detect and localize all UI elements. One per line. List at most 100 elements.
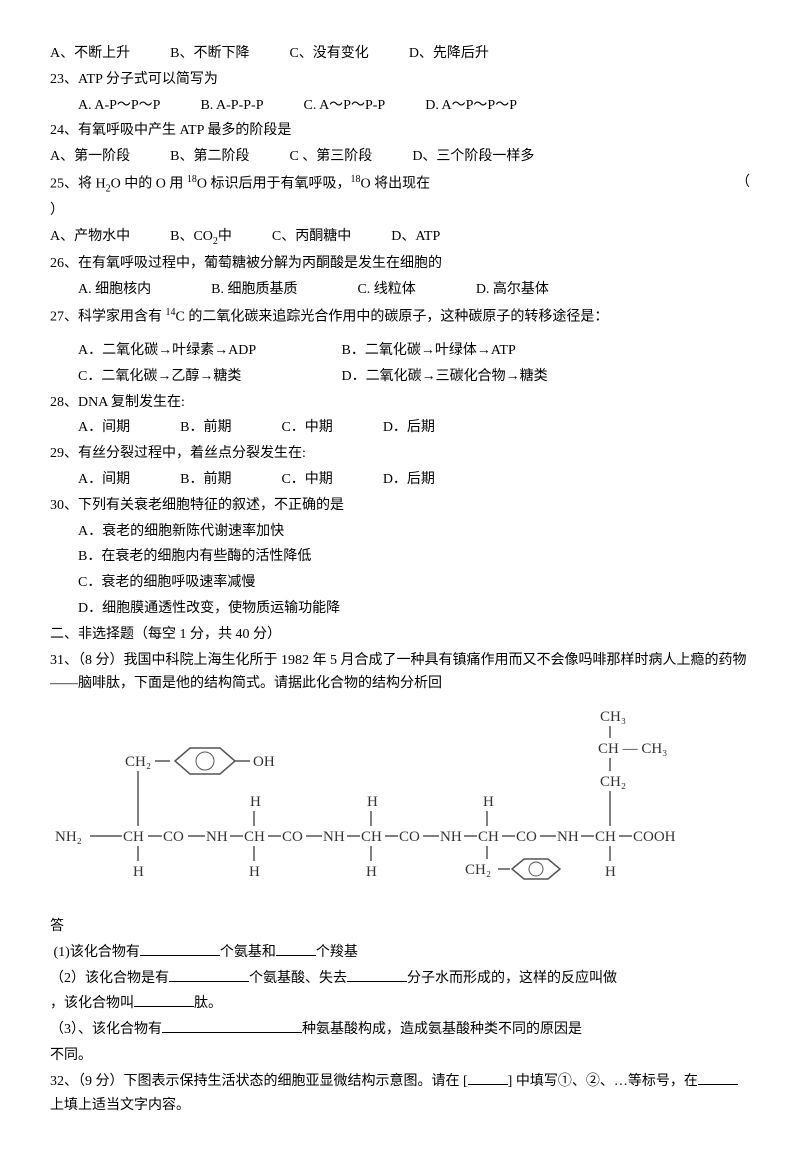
q25-mid2: O 标识后用于有氧呼吸，	[197, 177, 351, 192]
q28-stem: 28、DNA 复制发生在:	[50, 391, 750, 415]
blank-2a[interactable]	[169, 967, 249, 982]
q25-opt-c: C、丙酮糖中	[272, 225, 351, 250]
q32-post: 上填上适当文字内容。	[50, 1098, 190, 1113]
q31-answer-label: 答	[50, 915, 750, 939]
chem-oh: OH	[253, 754, 275, 770]
q29-stem: 29、有丝分裂过程中，着丝点分裂发生在:	[50, 442, 750, 466]
blank-1a[interactable]	[140, 941, 220, 956]
chem-cooh: COOH	[633, 829, 676, 845]
q29-options: A．间期 B．前期 C．中期 D．后期	[50, 468, 750, 492]
q32-pre: 32、（9 分）下图表示保持生活状态的细胞亚显微结构示意图。请在 [	[50, 1074, 468, 1089]
q32-mid: ] 中填写①、②、…等标号，在	[508, 1074, 698, 1089]
q22-opt-c: C、没有变化	[289, 42, 368, 66]
chem-h-lower3: H	[366, 864, 377, 880]
blank-32a[interactable]	[468, 1070, 508, 1085]
q28-opt-d: D．后期	[383, 416, 435, 440]
q26-opt-a: A. 细胞核内	[78, 278, 151, 302]
chem-h1: H	[250, 794, 261, 810]
q27-sup-14: 14	[166, 307, 176, 318]
q27-stem: 27、科学家用含有 14C 的二氧化碳来追踪光合作用中的碳原子，这种碳原子的转移…	[50, 304, 750, 329]
q32-stem: 32、（9 分）下图表示保持生活状态的细胞亚显微结构示意图。请在 [ ] 中填写①…	[50, 1070, 750, 1118]
q24-stem: 24、有氧呼吸中产生 ATP 最多的阶段是	[50, 119, 750, 143]
q31-sub2-line2: ，该化合物叫肽。	[50, 992, 750, 1016]
q25-stem-text: 25、将 H2O 中的 O 用 18O 标识后用于有氧呼吸，18O 将出现在	[50, 171, 430, 197]
q27-row2: C．二氧化碳→乙醇→糖类 D．二氧化碳→三碳化合物→糖类	[50, 365, 750, 389]
blank-2b[interactable]	[347, 967, 407, 982]
chem-ch3-top: CH₃	[600, 709, 626, 725]
chem-ch-1: CH	[123, 829, 144, 845]
chem-nh-1: NH	[206, 829, 228, 845]
q22-opt-d: D、先降后升	[409, 42, 489, 66]
q30-opt-c: C．衰老的细胞呼吸速率减慢	[50, 571, 750, 595]
chem-nh-4: NH	[557, 829, 579, 845]
q25-paren-close: ）	[50, 199, 750, 223]
q27-row1: A．二氧化碳→叶绿素→ADP B．二氧化碳→叶绿体→ATP	[50, 339, 750, 363]
chem-h-lower2: H	[249, 864, 260, 880]
q26-stem: 26、在有氧呼吸过程中，葡萄糖被分解为丙酮酸是发生在细胞的	[50, 252, 750, 276]
q31-s2-post: 分子水而形成的，这样的反应叫做	[407, 971, 617, 986]
q31-sub2: （2）该化合物是有个氨基酸、失去分子水而形成的，这样的反应叫做	[50, 967, 750, 991]
blank-32b[interactable]	[698, 1070, 738, 1085]
chemical-structure-diagram: CH₃ CH — CH₃ CH₂ CH₂ OH H H H NH₂ CH CO …	[50, 706, 750, 905]
q27-pre: 27、科学家用含有	[50, 309, 166, 324]
chem-ch-mid: CH — CH₃	[598, 741, 667, 757]
q23-stem: 23、ATP 分子式可以简写为	[50, 68, 750, 92]
chem-co-1: CO	[163, 829, 184, 845]
q29-opt-b: B．前期	[180, 468, 231, 492]
q31-stem: 31、（8 分）我国中科院上海生化所于 1982 年 5 月合成了一种具有镇痛作…	[50, 649, 750, 697]
q25-opt-b: B、CO2中	[170, 225, 232, 250]
q25-paren-open: （	[736, 171, 750, 197]
q24-opt-b: B、第二阶段	[170, 145, 249, 169]
chem-ch2-a: CH₂	[125, 754, 151, 770]
q24-opt-d: D、三个阶段一样多	[412, 145, 534, 169]
chem-ch2-b: CH₂	[465, 862, 491, 878]
section2-header: 二、非选择题（每空 1 分，共 40 分）	[50, 623, 750, 647]
q22-options: A、不断上升 B、不断下降 C、没有变化 D、先降后升	[50, 42, 750, 66]
q31-sub3: （3）、该化合物有种氨基酸构成，造成氨基酸种类不同的原因是	[50, 1018, 750, 1042]
q22-opt-b: B、不断下降	[170, 42, 249, 66]
blank-3a[interactable]	[162, 1018, 302, 1033]
chem-ch-5: CH	[595, 829, 616, 845]
q31-sub3-line2: 不同。	[50, 1044, 750, 1068]
q25-pre: 25、将 H	[50, 177, 106, 192]
q25-opt-d: D、ATP	[391, 225, 440, 250]
q27-opt-a: A．二氧化碳→叶绿素→ADP	[78, 339, 338, 363]
q25-b-pre: B、CO	[170, 229, 213, 244]
q23-opt-d: D. A～P～P～P	[425, 94, 517, 118]
q25-opt-a: A、产物水中	[50, 225, 130, 250]
q25-sup-18b: 18	[350, 174, 360, 185]
chem-h-lower5: H	[605, 864, 616, 880]
q29-opt-d: D．后期	[383, 468, 435, 492]
chem-co-2: CO	[282, 829, 303, 845]
q23-opt-b: B. A-P-P-P	[200, 94, 263, 118]
q25-b-post: 中	[218, 229, 232, 244]
q28-opt-c: C．中期	[281, 416, 332, 440]
chem-nh2: NH₂	[55, 829, 82, 845]
chem-ch-4: CH	[478, 829, 499, 845]
q25-stem: 25、将 H2O 中的 O 用 18O 标识后用于有氧呼吸，18O 将出现在 （	[50, 171, 750, 197]
q25-sup-18a: 18	[187, 174, 197, 185]
q31-s2l2-pre: ，该化合物叫	[50, 996, 134, 1011]
q28-opt-b: B．前期	[180, 416, 231, 440]
q28-opt-a: A．间期	[78, 416, 130, 440]
q27-post: C 的二氧化碳来追踪光合作用中的碳原子，这种碳原子的转移途径是：	[176, 309, 609, 324]
q31-s3-post: 种氨基酸构成，造成氨基酸种类不同的原因是	[302, 1022, 582, 1037]
q27-opt-d: D．二氧化碳→三碳化合物→糖类	[342, 369, 548, 384]
q29-opt-a: A．间期	[78, 468, 130, 492]
q27-opt-b: B．二氧化碳→叶绿体→ATP	[342, 343, 516, 358]
q30-opt-a: A．衰老的细胞新陈代谢速率加快	[50, 520, 750, 544]
q25-mid: O 中的 O 用	[111, 177, 187, 192]
blank-1b[interactable]	[276, 941, 316, 956]
q25-post: O 将出现在	[360, 177, 430, 192]
chem-h-lower1: H	[133, 864, 144, 880]
q30-opt-d: D．细胞膜通透性改变，使物质运输功能降	[50, 597, 750, 621]
q26-opt-b: B. 细胞质基质	[211, 278, 297, 302]
chem-nh-2: NH	[323, 829, 345, 845]
chem-ch-3: CH	[361, 829, 382, 845]
chem-ch-2: CH	[244, 829, 265, 845]
q31-sub1: (1)该化合物有个氨基和个羧基	[50, 941, 750, 965]
chem-h3: H	[483, 794, 494, 810]
blank-2c[interactable]	[134, 992, 194, 1007]
q31-s2-mid: 个氨基酸、失去	[249, 971, 347, 986]
q31-s1-post: 个羧基	[316, 945, 358, 960]
